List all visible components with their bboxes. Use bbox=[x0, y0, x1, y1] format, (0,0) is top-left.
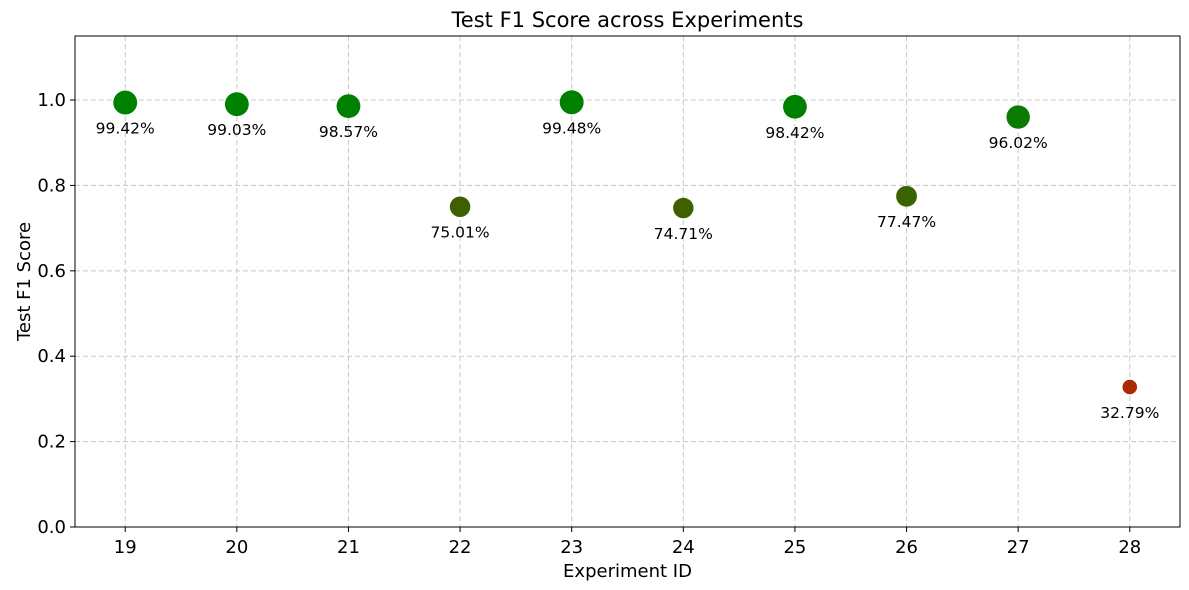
x-tick-label: 23 bbox=[560, 537, 583, 558]
data-label: 99.48% bbox=[542, 119, 601, 137]
data-point bbox=[224, 92, 249, 117]
x-tick-label: 21 bbox=[337, 537, 360, 558]
data-point bbox=[673, 197, 694, 219]
y-tick-label: 0.8 bbox=[37, 175, 66, 196]
x-tick-label: 20 bbox=[225, 537, 248, 558]
data-label: 74.71% bbox=[654, 225, 713, 243]
y-axis-title: Test F1 Score bbox=[14, 222, 35, 342]
x-tick-label: 28 bbox=[1118, 537, 1141, 558]
y-tick-label: 1.0 bbox=[37, 90, 66, 111]
x-tick-label: 22 bbox=[449, 537, 472, 558]
data-point bbox=[1006, 105, 1030, 129]
data-point bbox=[449, 196, 471, 217]
y-tick-label: 0.6 bbox=[37, 261, 66, 282]
data-label: 99.42% bbox=[96, 120, 155, 138]
plot-frame bbox=[74, 35, 1181, 528]
data-label: 32.79% bbox=[1100, 404, 1159, 422]
data-label: 96.02% bbox=[989, 134, 1048, 152]
y-tick-label: 0.4 bbox=[37, 346, 66, 367]
y-tick-label: 0.2 bbox=[37, 432, 66, 453]
chart-title: Test F1 Score across Experiments bbox=[451, 8, 804, 32]
axis-ticks: 19 20 21 22 23 24 25 26 27 28 0.0 0.2 0.4 0.6 0.8 1.0 bbox=[37, 90, 1141, 558]
x-axis-title: Experiment ID bbox=[563, 561, 692, 582]
data-point bbox=[336, 94, 361, 119]
data-points bbox=[113, 90, 1138, 395]
x-tick-label: 25 bbox=[783, 537, 806, 558]
data-point bbox=[113, 90, 138, 115]
data-label: 75.01% bbox=[431, 224, 490, 242]
data-point bbox=[1122, 379, 1138, 395]
data-label: 77.47% bbox=[877, 213, 936, 231]
data-label: 99.03% bbox=[207, 121, 266, 139]
y-tick-label: 0.0 bbox=[37, 517, 66, 538]
x-tick-label: 24 bbox=[672, 537, 695, 558]
data-point bbox=[559, 90, 584, 115]
data-label: 98.42% bbox=[765, 124, 824, 142]
x-tick-label: 27 bbox=[1007, 537, 1030, 558]
x-tick-label: 19 bbox=[114, 537, 137, 558]
data-point bbox=[783, 94, 807, 119]
data-label: 98.57% bbox=[319, 123, 378, 141]
x-tick-label: 26 bbox=[895, 537, 918, 558]
data-labels: 99.42% 99.03% 98.57% 75.01% 99.48% 74.71% 98.4… bbox=[96, 119, 1160, 422]
data-point bbox=[896, 185, 917, 207]
